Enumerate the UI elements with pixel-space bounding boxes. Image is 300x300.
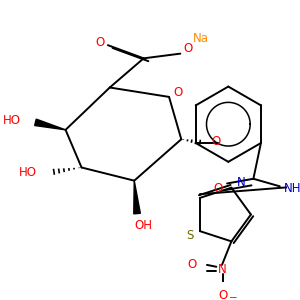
Text: O: O bbox=[96, 36, 105, 49]
Text: N: N bbox=[218, 263, 226, 276]
Text: NH: NH bbox=[284, 182, 300, 195]
Polygon shape bbox=[34, 119, 65, 130]
Text: O: O bbox=[174, 86, 183, 99]
Text: −: − bbox=[229, 293, 238, 300]
Text: Na: Na bbox=[193, 32, 209, 45]
Text: O: O bbox=[187, 258, 196, 272]
Text: HO: HO bbox=[2, 114, 20, 127]
Text: O: O bbox=[218, 290, 228, 300]
Text: O: O bbox=[212, 135, 221, 148]
Text: S: S bbox=[187, 229, 194, 242]
Polygon shape bbox=[134, 181, 140, 214]
Text: HO: HO bbox=[18, 166, 36, 179]
Text: O: O bbox=[183, 42, 193, 56]
Text: O: O bbox=[213, 182, 222, 195]
Text: N: N bbox=[236, 176, 245, 190]
Text: OH: OH bbox=[135, 219, 153, 232]
